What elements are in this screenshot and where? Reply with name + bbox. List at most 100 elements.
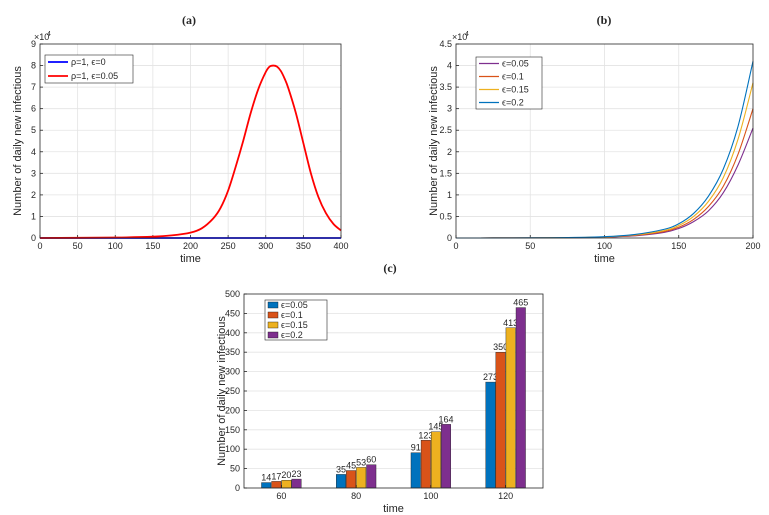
panel-label: (b) [597,13,612,27]
x-tick-label: 50 [73,241,83,251]
y-tick-label: 8 [31,61,36,71]
y-tick-label: 50 [230,464,240,474]
bar-value-label: 23 [292,469,302,479]
y-axis-label: Number of daily new infectious [216,316,228,466]
bar-value-label: 35 [336,464,346,474]
x-tick-label: 100 [597,241,612,251]
bar [495,352,506,489]
y-axis-label: Number of daily new infectious [428,66,440,216]
legend-entry: ϵ=0.05 [281,300,308,310]
bar [485,381,496,489]
legend-box [475,56,543,110]
y-tick-label: 350 [225,347,240,357]
y-exponent-power: 4 [47,31,51,38]
y-tick-label: 2 [31,190,36,200]
bar [366,464,377,489]
y-tick-label: 5 [31,125,36,135]
x-tick-label: 400 [333,241,348,251]
series-line-1 [39,64,342,239]
y-tick-label: 0 [447,233,452,243]
x-tick-label: 200 [183,241,198,251]
y-tick-label: 2 [447,147,452,157]
legend-entry: ϵ=0.05 [502,59,529,69]
y-tick-label: 300 [225,367,240,377]
bar-value-label: 45 [346,461,356,471]
bar-value-label: 91 [411,443,421,453]
legend-entry: ϵ=0.2 [281,330,303,340]
y-tick-label: 3 [447,104,452,114]
bar [430,431,441,489]
legend: ϵ=0.05 ϵ=0.1 ϵ=0.15 ϵ=0.2 [475,56,543,110]
legend-swatch [267,331,279,339]
x-tick-label: 50 [525,241,535,251]
y-tick-label: 3.5 [439,82,452,92]
y-exponent-label: ×10 [34,32,49,42]
bar [271,481,282,489]
x-tick-label: 100 [423,491,438,501]
y-tick-label: 6 [31,104,36,114]
y-tick-label: 1.5 [439,168,452,178]
legend-swatch [267,311,279,319]
y-tick-label: 1 [447,190,452,200]
bar-value-label: 53 [356,457,366,467]
bar-value-label: 164 [439,414,454,424]
bar [281,480,292,489]
y-exponent-label: ×10 [452,32,467,42]
y-tick-label: 3 [31,168,36,178]
x-tick-label: 60 [276,491,286,501]
y-tick-label: 1 [31,211,36,221]
legend: ρ=1, ϵ=0 ρ=1, ϵ=0.05 [44,54,134,84]
x-tick-label: 100 [108,241,123,251]
bar-value-label: 465 [513,298,528,308]
legend-entry: ϵ=0.2 [502,98,524,108]
bar [336,474,346,489]
x-tick-label: 250 [221,241,236,251]
axes-box [455,43,754,239]
legend-entry: ϵ=0.1 [281,310,303,320]
y-tick-label: 0 [235,483,240,493]
bar-value-label: 350 [493,342,508,352]
y-tick-label: 7 [31,82,36,92]
legend-entry: ϵ=0.15 [281,320,308,330]
x-tick-label: 120 [498,491,513,501]
y-exponent-power: 4 [465,31,469,38]
bar [441,424,451,489]
axes-box [243,293,544,489]
legend-entry: ρ=1, ϵ=0 [71,57,106,67]
y-tick-label: 4.5 [439,39,452,49]
bar [420,440,431,489]
y-tick-label: 0 [31,233,36,243]
y-tick-label: 2.5 [439,125,452,135]
y-tick-label: 500 [225,289,240,299]
panel-a: (a) 0 1 2 3 4 5 6 7 8 9 0 50 100 150 200 250 300 350 400 ×10… [12,13,349,265]
panel-label: (c) [383,261,396,275]
bar [291,478,302,489]
bar-value-label: 17 [271,471,281,481]
x-tick-label: 300 [258,241,273,251]
bar-value-label: 145 [428,422,443,432]
bar-value-label: 60 [366,455,376,465]
bar [505,327,516,489]
y-tick-label: 9 [31,39,36,49]
bar-value-label: 123 [418,430,433,440]
y-axis-label: Number of daily new infectious [12,66,24,216]
legend-entry: ϵ=0.1 [502,72,524,82]
bar [261,482,272,489]
x-tick-label: 0 [453,241,458,251]
y-tick-label: 400 [225,328,240,338]
bar [346,470,357,489]
y-tick-label: 0.5 [439,211,452,221]
x-tick-label: 0 [37,241,42,251]
bar [515,307,526,489]
y-tick-label: 4 [447,61,452,71]
x-axis-label: time [594,253,615,265]
bar [410,452,421,489]
y-tick-label: 100 [225,444,240,454]
legend-swatch [267,301,279,309]
legend-entry: ϵ=0.15 [502,85,529,95]
y-tick-label: 250 [225,386,240,396]
x-tick-label: 80 [351,491,361,501]
bar-value-label: 20 [281,470,291,480]
legend-swatch [267,321,279,329]
